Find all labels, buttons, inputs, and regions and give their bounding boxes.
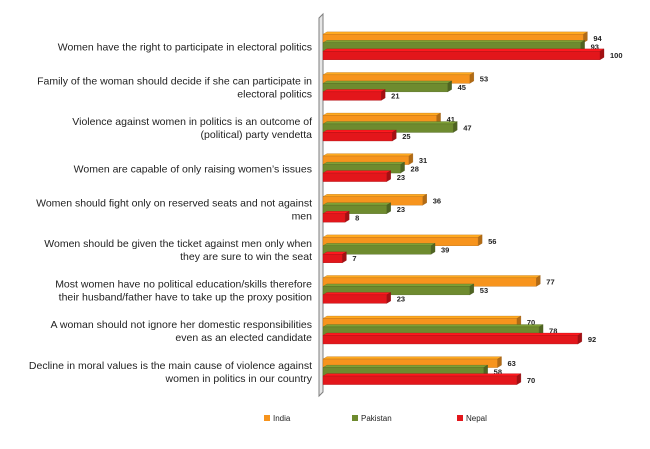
category-label-5: Women should fight only on reserved seat…	[36, 197, 312, 222]
category-label-4: Women are capable of only raising women’…	[74, 163, 312, 175]
bar-top-india-3	[322, 112, 442, 116]
value-label-nepal-7: 23	[397, 295, 405, 304]
bar-pakistan-7	[322, 286, 471, 296]
bar-top-pakistan-7	[322, 283, 475, 287]
bar-pakistan-6	[322, 245, 432, 255]
value-label-pakistan-6: 39	[441, 246, 449, 255]
value-label-india-6: 56	[488, 237, 496, 246]
value-label-pakistan-3: 47	[463, 124, 471, 133]
bar-top-india-6	[322, 234, 483, 238]
bar-pakistan-2	[322, 83, 448, 93]
bar-top-india-4	[322, 153, 414, 157]
bar-top-india-5	[322, 194, 428, 197]
bar-top-india-2	[322, 72, 475, 75]
value-label-india-2: 53	[480, 75, 488, 84]
value-label-nepal-8: 92	[588, 335, 596, 344]
bar-top-nepal-3	[322, 129, 397, 133]
value-label-nepal-1: 100	[610, 51, 623, 60]
bar-pakistan-5	[322, 204, 387, 214]
value-label-pakistan-4: 28	[411, 164, 419, 173]
value-label-pakistan-7: 53	[480, 286, 488, 295]
bar-top-pakistan-5	[322, 202, 392, 206]
value-label-india-9: 63	[508, 359, 516, 368]
value-label-india-8: 70	[527, 318, 535, 327]
bar-nepal-3	[322, 132, 393, 142]
legend-label-india: India	[273, 414, 291, 423]
value-label-pakistan-5: 23	[397, 205, 405, 214]
bar-top-pakistan-1	[322, 40, 586, 43]
value-label-pakistan-2: 45	[458, 83, 466, 92]
bar-top-nepal-1	[322, 48, 605, 52]
bar-top-pakistan-8	[322, 324, 544, 328]
bar-top-nepal-9	[322, 373, 522, 377]
bar-top-pakistan-4	[322, 161, 406, 165]
category-label-6: Women should be given the ticket against…	[44, 238, 312, 263]
category-label-1: Women have the right to participate in e…	[58, 42, 312, 54]
value-label-nepal-5: 8	[355, 213, 359, 222]
bar-top-india-7	[322, 275, 541, 279]
value-label-pakistan-1: 93	[591, 43, 599, 52]
value-label-nepal-3: 25	[402, 132, 410, 141]
category-labels: Women have the right to participate in e…	[29, 42, 313, 385]
bar-top-nepal-4	[322, 170, 392, 174]
bar-top-india-1	[322, 31, 588, 35]
bar-nepal-8	[322, 335, 579, 345]
bar-top-pakistan-6	[322, 243, 436, 246]
legend-label-pakistan: Pakistan	[361, 414, 392, 423]
legend-swatch-india	[264, 415, 270, 421]
bar-nepal-2	[322, 91, 382, 101]
bar-top-india-9	[322, 356, 503, 360]
bar-nepal-5	[322, 213, 346, 223]
legend-label-nepal: Nepal	[466, 414, 487, 423]
axis-wall	[318, 12, 324, 398]
value-label-pakistan-8: 78	[549, 327, 557, 336]
value-label-pakistan-9: 58	[494, 367, 502, 376]
bar-top-pakistan-3	[322, 121, 458, 125]
category-label-2: Family of the woman should decide if she…	[37, 76, 312, 101]
bar-top-nepal-2	[322, 89, 386, 92]
value-label-india-3: 41	[447, 115, 455, 124]
category-label-9: Decline in moral values is the main caus…	[29, 360, 313, 385]
chart-axis	[318, 12, 324, 398]
category-label-7: Most women have no political education/s…	[55, 279, 312, 304]
value-label-nepal-4: 23	[397, 173, 405, 182]
bar-nepal-7	[322, 294, 387, 304]
value-label-india-5: 36	[433, 196, 441, 205]
bar-top-nepal-8	[322, 332, 583, 336]
chart-legend: India Pakistan Nepal	[264, 414, 487, 423]
chart-bars: 9493100534521414725312823362385639777532…	[322, 31, 623, 385]
bar-nepal-1	[322, 51, 601, 60]
bar-top-india-8	[322, 315, 522, 319]
value-label-nepal-9: 70	[527, 376, 535, 385]
value-label-india-7: 77	[546, 278, 554, 287]
legend-swatch-nepal	[457, 415, 463, 421]
bar-nepal-4	[322, 172, 387, 182]
category-label-8: A woman should not ignore her domestic r…	[51, 319, 313, 344]
bar-top-pakistan-2	[322, 80, 453, 84]
value-label-india-4: 31	[419, 156, 427, 165]
bar-top-pakistan-9	[322, 364, 489, 368]
category-label-3: Violence against women in politics is an…	[72, 116, 312, 141]
legend-swatch-pakistan	[352, 415, 358, 421]
value-label-india-1: 94	[593, 34, 602, 43]
value-label-nepal-2: 21	[391, 92, 399, 101]
bar-top-nepal-7	[322, 292, 392, 296]
value-label-nepal-6: 7	[352, 254, 356, 263]
bar-nepal-6	[322, 254, 343, 263]
bar-nepal-9	[322, 375, 518, 385]
bar-top-nepal-5	[322, 211, 350, 214]
